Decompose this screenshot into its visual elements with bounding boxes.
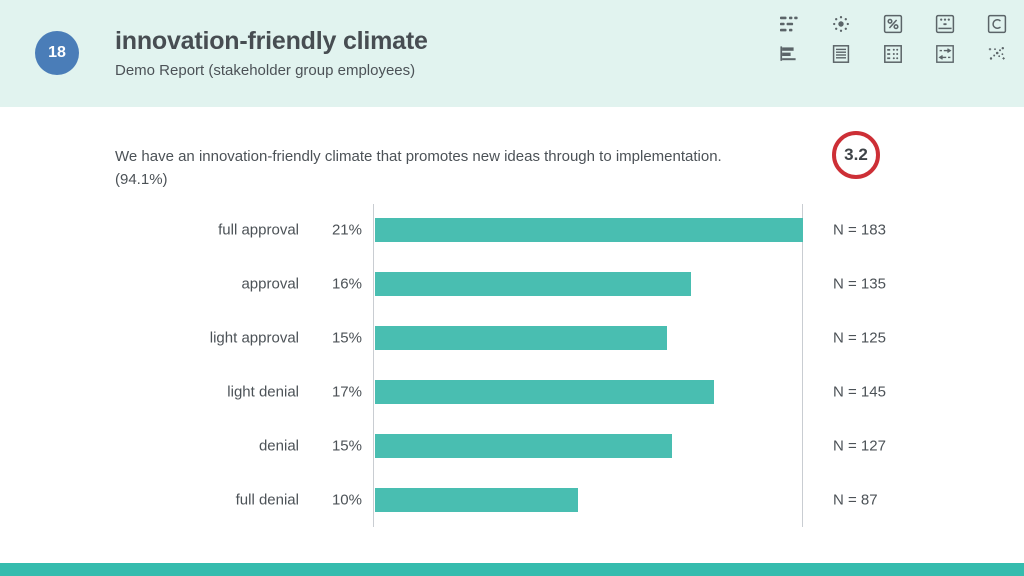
chart-row: light denial 17% N = 145 [0, 368, 1024, 416]
flow-arrows-icon[interactable] [935, 44, 955, 64]
table-icon[interactable] [883, 44, 903, 64]
bar [375, 272, 691, 296]
chart-row: light approval 15% N = 125 [0, 314, 1024, 362]
category-label: light denial [227, 383, 299, 401]
percent-label: 10% [331, 491, 362, 509]
n-count-label: N = 125 [833, 329, 886, 347]
chart-row: denial 15% N = 127 [0, 422, 1024, 470]
question-text: We have an innovation-friendly climate t… [115, 148, 722, 165]
n-count-label: N = 183 [833, 221, 886, 239]
bar [375, 380, 714, 404]
chart-row: approval 16% N = 135 [0, 260, 1024, 308]
category-label: approval [241, 275, 299, 293]
bar [375, 218, 803, 242]
response-share: (94.1%) [115, 171, 168, 188]
category-label: denial [258, 437, 299, 455]
chart-row: full approval 21% N = 183 [0, 206, 1024, 254]
percent-label: 21% [331, 221, 362, 239]
values-list-icon[interactable] [779, 14, 799, 34]
score-badge: 3.2 [832, 131, 880, 179]
n-count-label: N = 135 [833, 275, 886, 293]
category-label: light approval [209, 329, 299, 347]
chart-right-axis-line [802, 204, 803, 527]
page-title: innovation-friendly climate [115, 27, 428, 55]
chart-row: full denial 10% N = 87 [0, 476, 1024, 524]
page-header: 18 innovation-friendly climate Demo Repo… [0, 0, 1024, 107]
score-value: 3.2 [844, 145, 868, 164]
category-label: full denial [235, 491, 299, 509]
bar [375, 488, 578, 512]
scale-icon[interactable] [935, 14, 955, 34]
category-label: full approval [218, 221, 299, 239]
percent-label: 17% [331, 383, 362, 401]
bar [375, 326, 667, 350]
n-count-label: N = 127 [833, 437, 886, 455]
chart-left-axis-line [373, 204, 374, 527]
page-number-badge: 18 [35, 31, 79, 75]
n-count-label: N = 145 [833, 383, 886, 401]
n-count-label: N = 87 [833, 491, 878, 509]
bar [375, 434, 672, 458]
footer-accent-bar [0, 563, 1024, 576]
document-icon[interactable] [831, 44, 851, 64]
page-subtitle: Demo Report (stakeholder group employees… [115, 62, 416, 79]
percent-label: 15% [331, 329, 362, 347]
scatter-icon[interactable] [987, 44, 1007, 64]
letter-c-icon[interactable] [987, 14, 1007, 34]
bar-chart-icon[interactable] [779, 44, 799, 64]
percent-label: 15% [331, 437, 362, 455]
question-block: We have an innovation-friendly climate t… [115, 145, 815, 191]
cluster-icon[interactable] [831, 14, 851, 34]
toolbar [779, 14, 1007, 64]
percent-icon[interactable] [883, 14, 903, 34]
percent-label: 16% [331, 275, 362, 293]
